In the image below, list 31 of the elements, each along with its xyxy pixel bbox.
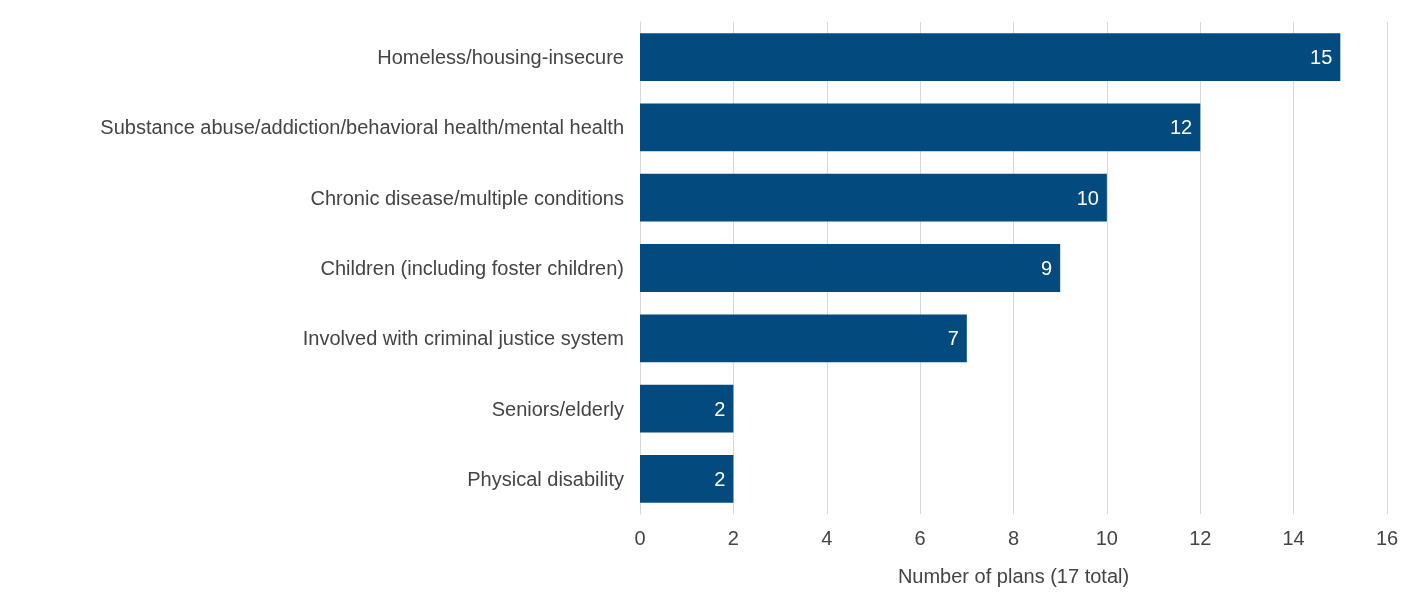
bar (640, 33, 1341, 82)
data-label: 2 (714, 397, 726, 420)
data-label: 7 (947, 327, 959, 350)
data-label: 10 (1076, 186, 1099, 209)
x-tick-label: 6 (914, 527, 926, 549)
y-tick-label: Physical disability (467, 467, 624, 490)
x-tick-label: 2 (727, 527, 739, 549)
data-label: 12 (1170, 116, 1193, 139)
x-tick-label: 16 (1375, 527, 1399, 549)
y-tick-label: Children (including foster children) (320, 257, 624, 279)
bar (640, 384, 734, 433)
bar (640, 103, 1201, 152)
y-tick-label: Chronic disease/multiple conditions (310, 186, 624, 209)
bar (640, 454, 734, 503)
y-tick-label: Seniors/elderly (491, 397, 624, 420)
x-tick-label: 0 (634, 527, 646, 549)
x-tick-label: 12 (1189, 527, 1212, 549)
bar (640, 244, 1061, 292)
x-tick-label: 10 (1095, 527, 1118, 549)
data-label: 2 (714, 467, 726, 490)
x-tick-label: 4 (821, 527, 833, 549)
data-label: 9 (1041, 257, 1053, 279)
y-tick-label: Substance abuse/addiction/behavioral health/mental health (100, 116, 624, 139)
y-tick-label: Homeless/housing-insecure (377, 46, 624, 69)
bar (640, 314, 967, 363)
y-tick-label: Involved with criminal justice system (302, 327, 624, 350)
x-tick-label: 8 (1007, 527, 1020, 549)
bar (640, 173, 1107, 222)
data-label: 15 (1310, 46, 1333, 69)
x-axis-title: Number of plans (17 total) (897, 565, 1130, 587)
x-tick-label: 14 (1282, 527, 1305, 549)
